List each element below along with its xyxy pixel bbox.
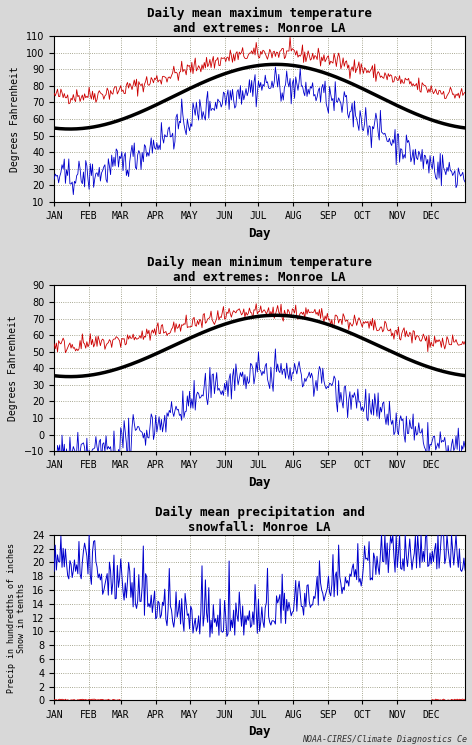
X-axis label: Day: Day [248, 725, 271, 738]
Y-axis label: Degrees Fahrenheit: Degrees Fahrenheit [8, 315, 18, 421]
Y-axis label: Precip in hundredths of inches
Snow in tenths: Precip in hundredths of inches Snow in t… [7, 542, 26, 693]
Title: Daily mean maximum temperature
and extremes: Monroe LA: Daily mean maximum temperature and extre… [147, 7, 372, 35]
Title: Daily mean precipitation and
snowfall: Monroe LA: Daily mean precipitation and snowfall: M… [155, 505, 364, 533]
Text: NOAA-CIRES/Climate Diagnostics Ce: NOAA-CIRES/Climate Diagnostics Ce [302, 735, 467, 744]
X-axis label: Day: Day [248, 476, 271, 489]
Y-axis label: Degrees Fahrenheit: Degrees Fahrenheit [10, 66, 20, 172]
X-axis label: Day: Day [248, 226, 271, 240]
Title: Daily mean minimum temperature
and extremes: Monroe LA: Daily mean minimum temperature and extre… [147, 256, 372, 285]
